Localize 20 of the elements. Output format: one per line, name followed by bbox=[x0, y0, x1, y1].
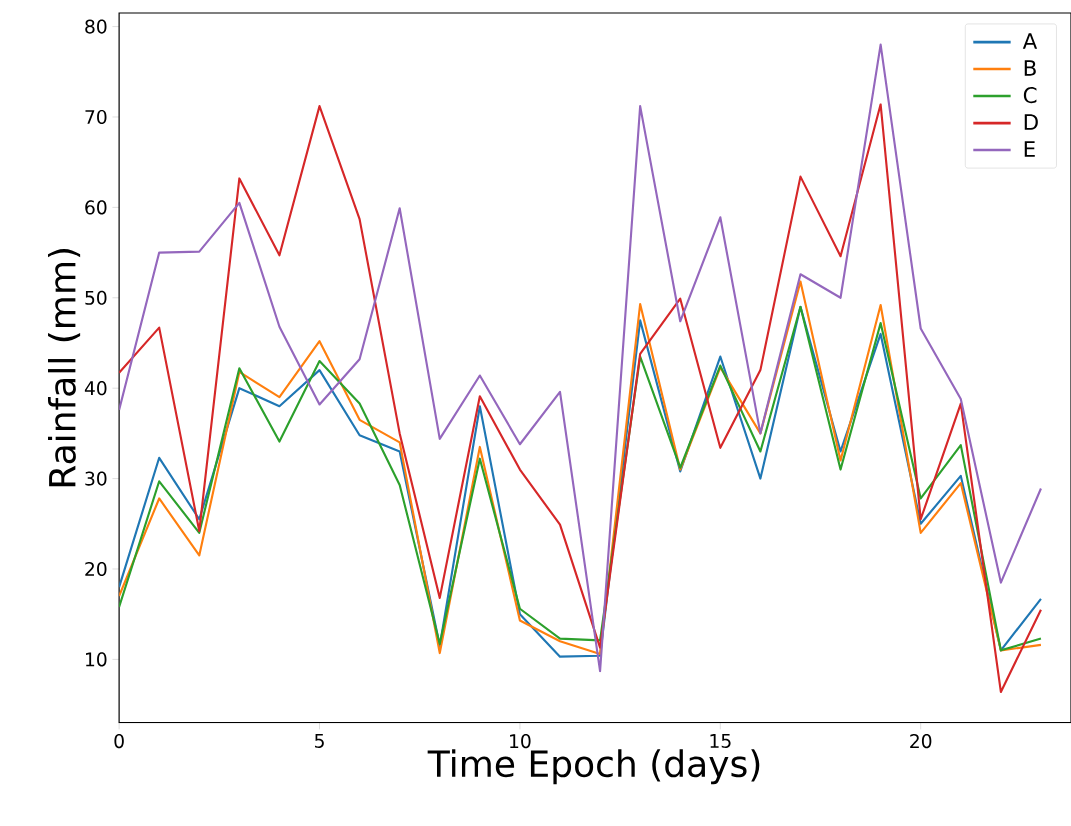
legend-label: B bbox=[1024, 60, 1036, 76]
x-tick-label: 5 bbox=[315, 734, 324, 749]
x-tick-label: 20 bbox=[910, 734, 932, 749]
y-tick-label: 80 bbox=[85, 19, 107, 34]
x-tick-label: 0 bbox=[114, 734, 124, 749]
y-tick-label: 60 bbox=[85, 200, 107, 215]
x-axis-title: Time Epoch (days) bbox=[427, 749, 760, 785]
y-tick-label: 20 bbox=[85, 562, 107, 577]
y-tick-label: 30 bbox=[85, 471, 107, 486]
y-axis-title: Rainfall (mm) bbox=[48, 249, 81, 487]
legend-label: E bbox=[1024, 141, 1035, 157]
legend-label: D bbox=[1024, 114, 1038, 130]
y-tick-label: 10 bbox=[86, 652, 107, 667]
y-tick-label: 70 bbox=[85, 110, 107, 125]
legend-label: C bbox=[1023, 87, 1037, 104]
y-tick-label: 40 bbox=[84, 381, 107, 396]
x-tick-label: 15 bbox=[710, 734, 731, 749]
y-tick-label: 50 bbox=[85, 290, 107, 305]
x-tick-label: 10 bbox=[510, 734, 531, 749]
legend-label: A bbox=[1022, 33, 1038, 49]
